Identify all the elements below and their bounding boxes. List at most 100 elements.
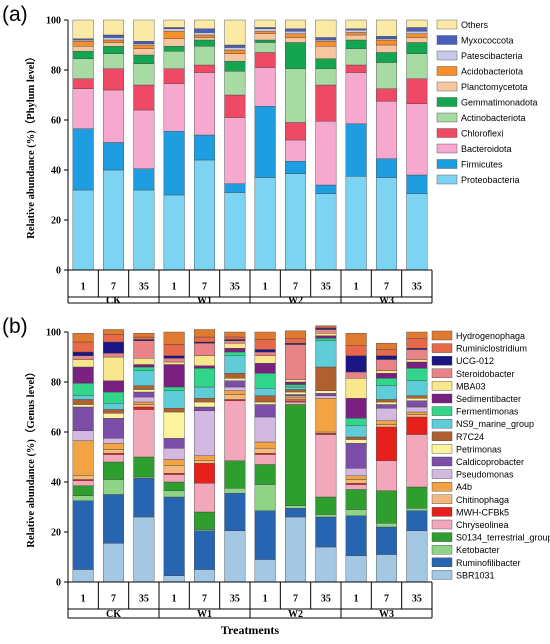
bar-segment-r7c24: [284, 389, 307, 393]
bar-segment-ketobacter: [315, 514, 337, 518]
bar-segment-pseudomonas: [163, 448, 185, 460]
bar-segment-patescibacteria: [254, 28, 276, 32]
bar-segment-chryseolinea: [72, 480, 94, 486]
bar-segment-fermentimonas: [375, 378, 398, 386]
bar-segment-proteobacteria: [193, 159, 216, 271]
legend-swatch: [436, 81, 458, 92]
bar-segment-planctomycetota: [406, 37, 428, 43]
bar-segment-petrimonas: [102, 413, 125, 419]
bar-segment-chryseolinea: [224, 400, 246, 461]
x-tick-label: 7: [202, 594, 207, 605]
y-axis-title: Relative abundance (%)（Phylum level）: [24, 51, 37, 239]
bar-segment-planctomycetota: [345, 34, 367, 41]
bar-segment-chitinophaga: [193, 460, 216, 464]
legend-swatch: [431, 545, 453, 555]
bar-segment-mwh-cfbk5: [193, 463, 216, 484]
legend-swatch: [436, 174, 458, 185]
bar-segment-sedimentibacter: [315, 335, 337, 339]
bar-segment-others: [72, 19, 94, 39]
bar-segment-pseudomonas: [345, 468, 367, 476]
bar-segment-proteobacteria: [254, 177, 276, 271]
bars: [72, 19, 428, 271]
bar-segment-others: [193, 19, 216, 29]
bar-segment-pseudomonas: [315, 395, 337, 399]
bar-segment-planctomycetota: [163, 38, 185, 47]
bar-segment-actinobacteriota: [406, 53, 428, 79]
bar-segment-steroidobacter: [102, 353, 125, 358]
bar-segment-r7c24: [133, 385, 155, 390]
bar-segment-others: [254, 19, 276, 28]
bar-segment-hydrogenophaga: [193, 329, 216, 338]
bar-segment-proteobacteria: [133, 189, 155, 271]
bar-segment-s0134-terrestrial-group: [102, 461, 125, 480]
group-label-w2: W2: [288, 296, 303, 307]
bar-segment-r7c24: [163, 408, 185, 413]
x-tick-label: 35: [321, 282, 331, 293]
bar-segment-chryseolinea: [345, 484, 367, 490]
x-tick-label: 7: [293, 282, 298, 293]
bar-segment-mba03: [102, 356, 125, 381]
bar-segment-ucg-012: [254, 349, 276, 353]
bar-segment-gemmatimonadota: [163, 46, 185, 52]
bar-segment-ruminiclostridium: [193, 336, 216, 343]
legend-label: Gemmatimonadota: [461, 98, 538, 108]
bar-segment-s0134-terrestrial-group: [345, 489, 367, 510]
bar-segment-ruminofilibacter: [224, 493, 246, 531]
bar-segment-ketobacter: [72, 495, 94, 501]
legend-swatch: [436, 112, 458, 123]
bar-segment-mba03: [406, 359, 428, 363]
bar-segment-chitinophaga: [406, 414, 428, 418]
bar-segment-hydrogenophaga: [133, 333, 155, 338]
bar-segment-bacteroidota: [193, 72, 216, 136]
bar-segment-sbr1031: [72, 569, 94, 583]
bar-segment-ketobacter: [163, 490, 185, 498]
x-tick-label: 7: [293, 594, 298, 605]
bar-segment-hydrogenophaga: [375, 343, 398, 350]
legend-label: NS9_marine_group: [456, 419, 534, 429]
bar-segment-proteobacteria: [72, 189, 94, 271]
bar-segment-ruminiclostridium: [72, 341, 94, 353]
bar-segment-ruminiclostridium: [375, 349, 398, 356]
legend-swatch: [431, 570, 453, 580]
bar-segment-s0134-terrestrial-group: [224, 460, 246, 489]
bar-segment-ruminiclostridium: [284, 338, 307, 344]
bar-segment-caldicoprobacter: [406, 400, 428, 408]
legend-swatch: [431, 419, 453, 429]
bar-segment-myxococcota: [224, 44, 246, 48]
legend-swatch: [431, 431, 453, 441]
bar-segment-steroidobacter: [315, 329, 337, 334]
y-tick-label: 60: [51, 116, 61, 127]
bar-segment-actinobacteriota: [72, 58, 94, 79]
bar-segment-caldicoprobacter: [224, 380, 246, 388]
bar-segment-proteobacteria: [102, 169, 125, 271]
legend-swatch: [431, 557, 453, 567]
bar-segment-petrimonas: [406, 398, 428, 401]
bar-segment-steroidobacter: [375, 359, 398, 371]
bar-segment-sbr1031: [375, 554, 398, 583]
bar-segment-others: [224, 19, 246, 46]
bar-segment-sedimentibacter: [254, 363, 276, 374]
legend-swatch: [431, 381, 453, 391]
bar-segment-planctomycetota: [224, 53, 246, 62]
bar-segment-chryseolinea: [315, 434, 337, 498]
bar-segment-s0134-terrestrial-group: [193, 511, 216, 530]
bar-segment-planctomycetota: [133, 48, 155, 56]
bar-segment-sedimentibacter: [345, 398, 367, 419]
bar-segment-a4b: [254, 441, 276, 449]
bar-segment-r7c24: [102, 409, 125, 414]
y-tick-label: 0: [56, 578, 61, 589]
group-label-ck: CK: [106, 296, 121, 307]
bar-segment-a4b: [315, 398, 337, 433]
bar-segment-ruminofilibacter: [406, 510, 428, 531]
bar-segment-planctomycetota: [375, 44, 398, 53]
bar-segment-petrimonas: [72, 404, 94, 408]
bar-segment-actinobacteriota: [315, 68, 337, 86]
bar-segment-s0134-terrestrial-group: [133, 456, 155, 478]
bar-segment-acidobacteriota: [284, 33, 307, 38]
bar-segment-ns9-marine-group: [345, 425, 367, 438]
bar-segment-steroidobacter: [345, 371, 367, 379]
bar-segment-acidobacteriota: [375, 39, 398, 46]
bar-segment-bacteroidota: [224, 117, 246, 184]
bar-segment-patescibacteria: [406, 31, 428, 34]
bar-segment-gemmatimonadota: [406, 42, 428, 54]
